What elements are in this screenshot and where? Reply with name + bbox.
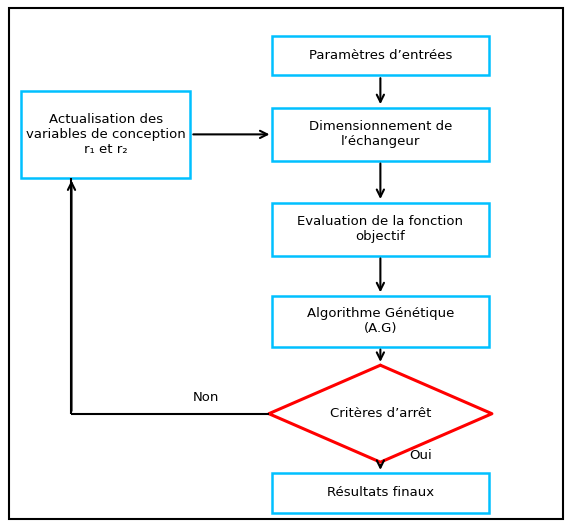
Text: Paramètres d’entrées: Paramètres d’entrées <box>309 49 452 62</box>
Text: Critères d’arrêt: Critères d’arrêt <box>329 407 431 420</box>
Text: Non: Non <box>193 392 219 404</box>
Text: Algorithme Génétique
(A.G): Algorithme Génétique (A.G) <box>307 307 454 336</box>
FancyBboxPatch shape <box>272 296 489 347</box>
Text: Dimensionnement de
l’échangeur: Dimensionnement de l’échangeur <box>309 120 452 149</box>
Text: Résultats finaux: Résultats finaux <box>327 486 434 499</box>
FancyBboxPatch shape <box>272 473 489 512</box>
FancyBboxPatch shape <box>272 36 489 75</box>
Text: Oui: Oui <box>409 449 432 462</box>
FancyBboxPatch shape <box>272 108 489 161</box>
Text: Actualisation des
variables de conception
r₁ et r₂: Actualisation des variables de conceptio… <box>26 113 186 156</box>
Text: Evaluation de la fonction
objectif: Evaluation de la fonction objectif <box>297 215 463 243</box>
Polygon shape <box>269 365 492 462</box>
FancyBboxPatch shape <box>22 91 190 178</box>
FancyBboxPatch shape <box>272 203 489 256</box>
